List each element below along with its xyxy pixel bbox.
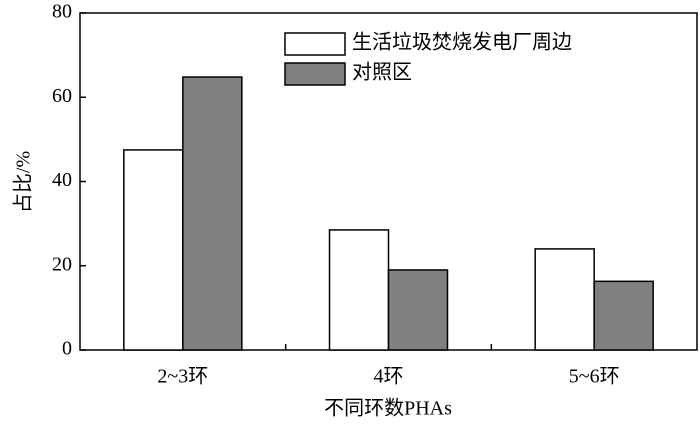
- legend-label: 对照区: [352, 61, 412, 84]
- y-tick-label: 60: [52, 85, 72, 107]
- bar: [182, 76, 243, 351]
- x-tick-label: 4环: [374, 366, 404, 388]
- legend-label: 生活垃圾焚烧发电厂周边: [352, 31, 572, 54]
- bar: [328, 229, 390, 351]
- y-tick-label: 80: [52, 1, 72, 23]
- bar: [534, 248, 595, 351]
- bar: [123, 149, 184, 351]
- x-axis-label: 不同环数PHAs: [324, 397, 452, 420]
- legend-swatch: [284, 62, 346, 86]
- bar: [593, 280, 654, 351]
- x-tick-label: 2~3环: [157, 366, 208, 388]
- y-tick-label: 40: [52, 169, 72, 191]
- y-tick-label: 0: [62, 338, 72, 360]
- y-tick-label: 20: [52, 253, 72, 275]
- x-tick-label: 5~6环: [569, 366, 620, 388]
- legend-swatch: [284, 32, 346, 56]
- y-axis-label: 占比/%: [12, 151, 35, 213]
- bar: [387, 269, 449, 351]
